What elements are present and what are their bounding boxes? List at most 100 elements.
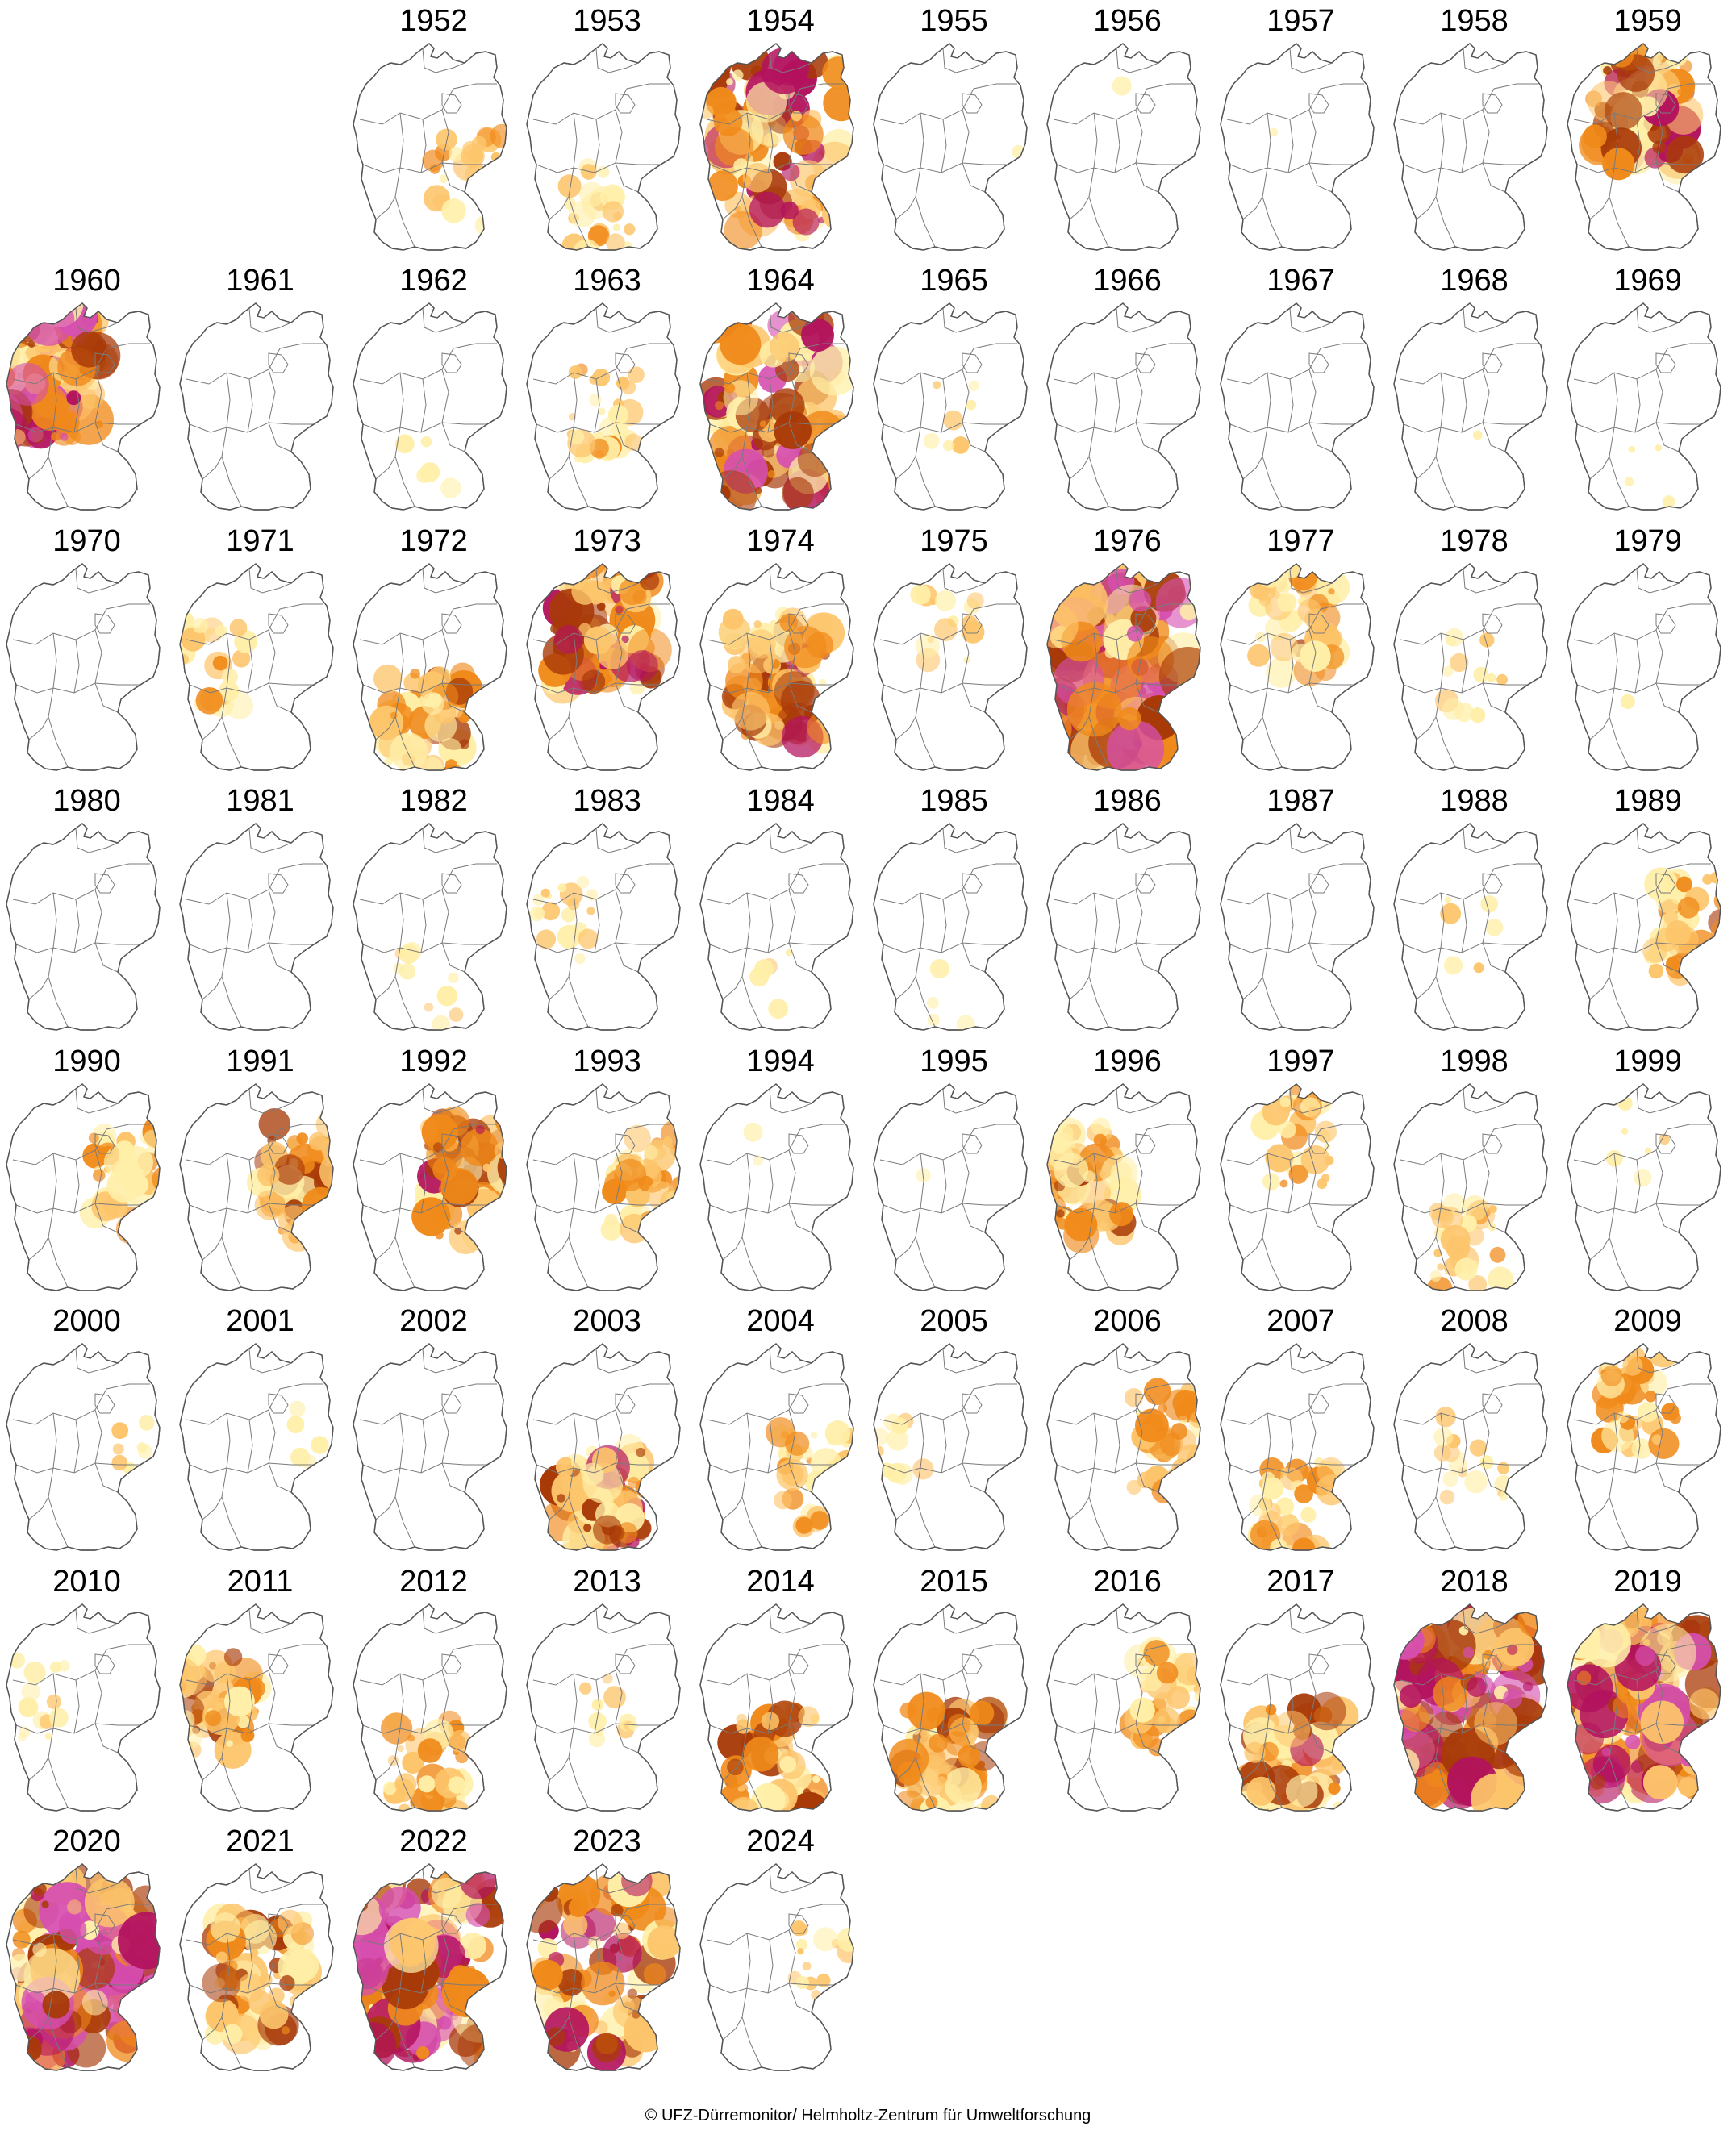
state-border xyxy=(441,93,462,114)
state-border xyxy=(268,873,289,894)
state-border xyxy=(359,863,497,905)
drought-patch xyxy=(586,889,599,901)
germany-drought-map xyxy=(526,1603,681,1812)
drought-patch xyxy=(1488,1266,1513,1291)
germany-drought-map xyxy=(1393,1603,1548,1812)
drought-patch xyxy=(214,1731,252,1769)
drought-area xyxy=(1112,76,1132,96)
drought-patch xyxy=(929,959,949,979)
drought-patch xyxy=(726,78,733,85)
country-border xyxy=(1393,1343,1548,1551)
state-border xyxy=(706,343,844,385)
state-border xyxy=(722,2016,743,2041)
drought-patch xyxy=(281,2026,290,2035)
state-border xyxy=(594,1679,600,1734)
drought-patch xyxy=(6,362,49,406)
drought-patch xyxy=(439,174,449,184)
state-border xyxy=(1308,1149,1333,1233)
state-border xyxy=(1482,1670,1506,1753)
germany-drought-map xyxy=(1220,1083,1375,1291)
state-border xyxy=(532,863,670,905)
country-border xyxy=(6,302,161,511)
year-map-1996: 1996 xyxy=(1041,1040,1214,1300)
drought-patch xyxy=(1292,1537,1316,1550)
state-border xyxy=(962,1133,983,1154)
year-map-1953: 1953 xyxy=(520,0,694,260)
germany-drought-map xyxy=(526,1863,681,2071)
country-border xyxy=(6,823,161,1031)
drought-patch xyxy=(1472,430,1483,440)
drought-patch xyxy=(1437,1263,1445,1271)
state-border xyxy=(1053,863,1191,905)
drought-patch xyxy=(12,1930,31,1949)
drought-patch xyxy=(779,1756,797,1773)
year-map-1994: 1994 xyxy=(694,1040,867,1300)
state-border xyxy=(247,1939,253,1994)
drought-patch xyxy=(1479,632,1495,648)
state-border xyxy=(788,93,809,114)
drought-patch xyxy=(628,366,645,383)
drought-patch xyxy=(1399,1684,1423,1708)
drought-patch xyxy=(205,1710,222,1727)
drought-patch xyxy=(202,1963,241,2003)
drought-patch xyxy=(591,1699,604,1711)
drought-patch xyxy=(1064,1207,1098,1241)
state-border xyxy=(962,1670,986,1753)
drought-patch xyxy=(654,1906,678,1929)
state-border xyxy=(767,378,774,433)
state-border xyxy=(221,1153,242,1288)
drought-patch xyxy=(586,907,595,915)
drought-patch xyxy=(1604,92,1642,130)
state-border xyxy=(1116,568,1159,594)
drought-patch xyxy=(130,1885,160,1916)
drought-patch xyxy=(1285,1774,1318,1808)
drought-patch xyxy=(1675,876,1692,893)
drought-area xyxy=(369,662,483,770)
state-border xyxy=(394,1412,415,1548)
drought-patch xyxy=(1424,1762,1449,1787)
state-border xyxy=(202,1236,223,1261)
drought-patch xyxy=(1467,1666,1476,1676)
germany-drought-map xyxy=(1393,563,1548,771)
drought-patch xyxy=(1317,1818,1334,1835)
drought-patch xyxy=(1648,963,1664,979)
state-border xyxy=(788,873,809,894)
state-border xyxy=(1135,1393,1156,1414)
state-border xyxy=(1636,48,1680,73)
country-border xyxy=(873,302,1028,511)
state-border xyxy=(767,899,774,953)
drought-area xyxy=(1472,430,1483,440)
state-border xyxy=(1609,632,1630,768)
drought-patch xyxy=(106,2020,148,2062)
drought-patch xyxy=(944,1767,982,1805)
state-border xyxy=(1088,892,1109,1028)
drought-patch xyxy=(454,1227,462,1235)
germany-drought-map xyxy=(699,563,854,771)
drought-patch xyxy=(1479,1455,1494,1470)
state-border xyxy=(1573,1644,1711,1686)
drought-patch xyxy=(301,1186,333,1226)
drought-area xyxy=(286,1400,329,1470)
state-border xyxy=(1114,899,1120,953)
germany-drought-map xyxy=(353,302,507,511)
drought-patch xyxy=(795,1938,808,1951)
year-map-1970: 1970 xyxy=(0,520,173,780)
state-border xyxy=(1609,112,1630,248)
state-border xyxy=(1400,863,1538,905)
drought-patch xyxy=(1583,124,1607,148)
drought-patch xyxy=(724,211,762,250)
germany-drought-map xyxy=(873,302,1028,511)
drought-patch xyxy=(1154,1707,1180,1734)
drought-patch xyxy=(1155,578,1200,628)
state-border xyxy=(268,1149,292,1233)
drought-patch xyxy=(1012,144,1025,159)
drought-patch xyxy=(780,680,821,721)
state-border xyxy=(595,1868,639,1894)
drought-patch xyxy=(1609,44,1634,68)
country-border xyxy=(699,302,854,511)
state-border xyxy=(394,1153,415,1288)
drought-patch xyxy=(282,1219,315,1252)
year-label: 1953 xyxy=(573,4,641,38)
drought-area xyxy=(529,876,599,965)
drought-patch xyxy=(1613,1344,1631,1360)
